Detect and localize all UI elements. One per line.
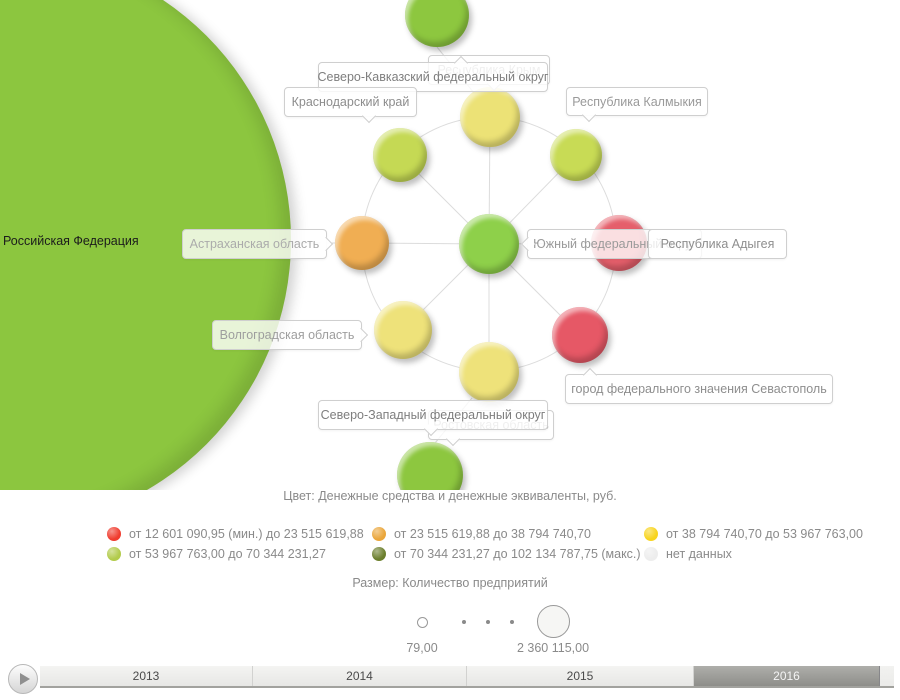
- timeline-stub: [880, 666, 894, 686]
- callout-label: Республика Калмыкия: [572, 94, 702, 109]
- color-legend-title: Цвет: Денежные средства и денежные эквив…: [283, 489, 617, 503]
- legend-label: от 23 515 619,88 до 38 794 740,70: [394, 527, 591, 541]
- bubble-volgograd[interactable]: [374, 301, 432, 359]
- callout-volgograd: Волгоградская область: [212, 320, 369, 350]
- legend-label: нет данных: [666, 547, 732, 561]
- bubble-astrakhan[interactable]: [335, 216, 389, 270]
- timeline-year-2016[interactable]: 2016: [694, 666, 880, 686]
- bubble-szfo[interactable]: [397, 442, 463, 490]
- callout-szfo: Северо-Западный федеральный округ: [318, 400, 548, 437]
- callout-astrakhan: Астраханская область: [182, 229, 334, 259]
- size-max-label: 2 360 115,00: [516, 641, 590, 655]
- node-label-russian-federation: Российская Федерация: [3, 234, 139, 248]
- size-min-label: 79,00: [406, 641, 438, 655]
- legend-label: от 53 967 763,00 до 70 344 231,27: [129, 547, 326, 561]
- timeline-year-2015[interactable]: 2015: [467, 666, 694, 686]
- size-max-circle-icon: [537, 605, 570, 638]
- callout-sevastopol: город федерального значения Севастополь: [565, 367, 833, 404]
- bubble-chart: Российская ФедерацияРеспублика КрымСевер…: [0, 0, 833, 490]
- color-legend-item: нет данных: [644, 544, 900, 564]
- size-step-dot-icon: [462, 620, 466, 624]
- callout-kalmykia: Республика Калмыкия: [566, 87, 708, 123]
- bubble-rostov[interactable]: [459, 342, 519, 402]
- callout-label: Астраханская область: [189, 237, 320, 251]
- callout-label: город федерального значения Севастополь: [571, 382, 827, 396]
- size-step-dot-icon: [510, 620, 514, 624]
- color-legend-item: от 23 515 619,88 до 38 794 740,70: [372, 524, 644, 544]
- legend-dot-icon: [644, 547, 658, 561]
- play-icon: [20, 673, 30, 685]
- legend-dot-icon: [107, 527, 121, 541]
- legend-dot-icon: [644, 527, 658, 541]
- bubble-krasnodar[interactable]: [373, 128, 427, 182]
- legend-dot-icon: [372, 547, 386, 561]
- callout-label: Краснодарский край: [291, 95, 410, 109]
- bubble-yufo[interactable]: [459, 214, 519, 274]
- legend-dot-icon: [107, 547, 121, 561]
- callout-label: Волгоградская область: [219, 328, 355, 342]
- bubble-crimea[interactable]: [460, 87, 520, 147]
- callout-adygea: Республика Адыгея: [648, 229, 787, 259]
- legend-dot-icon: [372, 527, 386, 541]
- callout-krasnodar: Краснодарский край: [284, 87, 417, 124]
- timeline-year-2014[interactable]: 2014: [253, 666, 467, 686]
- play-button[interactable]: [8, 664, 38, 694]
- size-min-circle-icon: [417, 617, 428, 628]
- timeline-track: 2013 2014 2015 2016: [40, 666, 894, 688]
- color-legend-item: от 12 601 090,95 (мин.) до 23 515 619,88: [107, 524, 372, 544]
- color-legend-item: от 70 344 231,27 до 102 134 787,75 (макс…: [372, 544, 644, 564]
- callout-label: Северо-Западный федеральный округ: [320, 408, 546, 422]
- color-legend-item: от 38 794 740,70 до 53 967 763,00: [644, 524, 900, 544]
- bubble-sevastopol[interactable]: [552, 307, 608, 363]
- color-legend-item: от 53 967 763,00 до 70 344 231,27: [107, 544, 372, 564]
- callout-label: Республика Адыгея: [660, 237, 775, 251]
- bubble-kalmykia[interactable]: [550, 129, 602, 181]
- timeline-year-2013[interactable]: 2013: [40, 666, 253, 686]
- color-legend: от 12 601 090,95 (мин.) до 23 515 619,88…: [107, 524, 900, 564]
- size-step-dot-icon: [486, 620, 490, 624]
- legend-label: от 12 601 090,95 (мин.) до 23 515 619,88: [129, 527, 364, 541]
- legend-label: от 38 794 740,70 до 53 967 763,00: [666, 527, 863, 541]
- legend-label: от 70 344 231,27 до 102 134 787,75 (макс…: [394, 547, 641, 561]
- callout-label: Северо-Кавказский федеральный округ: [317, 70, 549, 84]
- size-legend-title: Размер: Количество предприятий: [352, 576, 548, 590]
